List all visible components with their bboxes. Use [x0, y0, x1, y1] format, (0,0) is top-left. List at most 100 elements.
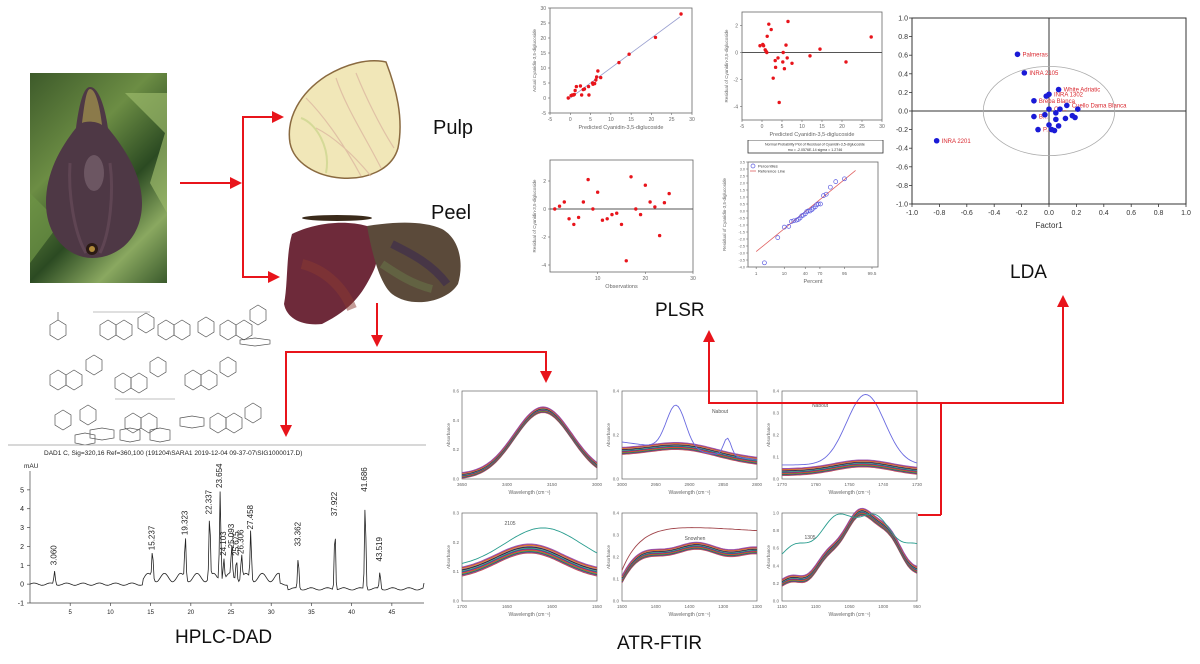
chart-title: Normal Probability Plot of Residual of C…: [765, 143, 865, 147]
spectrum-trace: [461, 551, 598, 576]
y-tick-label: -1.0: [896, 202, 908, 209]
y-tick-label: 5: [543, 81, 546, 87]
lda-chart: -1.0 -0.8 -0.6 -0.4 -0.2 0.0 0.2 0.4 0.6 0.8 1.0 -1…: [890, 0, 1200, 250]
y-tick-label: 0: [20, 582, 24, 589]
spectrum-annotation: Snowhen: [685, 536, 706, 542]
y-tick-label: 0.0: [613, 477, 620, 482]
data-point: [653, 35, 658, 40]
data-point: [653, 205, 657, 209]
y-tick-label: 0.2: [773, 433, 780, 438]
cultivar-label: B...: [1039, 115, 1048, 121]
data-point: [786, 19, 790, 24]
y-axis-label: Residual of Cyanidin-3,5-diglucoside: [722, 177, 727, 251]
data-point: [767, 22, 771, 26]
x-tick-label: -5: [548, 117, 553, 123]
data-point: [595, 190, 600, 194]
pulp-label: Pulp: [433, 117, 474, 139]
y-tick-label: 5: [20, 487, 24, 494]
data-point: [657, 233, 662, 238]
y-tick-label: 1: [20, 563, 24, 570]
spectrum-trace: [461, 543, 598, 568]
x-tick-label: -0.2: [1016, 210, 1028, 217]
x-tick-label: -5: [740, 124, 745, 130]
x-tick-label: 950: [913, 604, 921, 609]
data-point: [572, 92, 577, 97]
x-tick-label: 3000: [592, 482, 603, 487]
outlier-spectrum: [781, 513, 918, 555]
peak-label: 41.686: [360, 467, 369, 492]
x-tick-label: 1730: [912, 482, 923, 487]
y-tick-label: -2: [734, 77, 739, 83]
x-tick-label: 1550: [592, 604, 603, 609]
cultivar-label: Palmeras: [1022, 52, 1047, 58]
data-point: [643, 183, 648, 187]
data-point: [592, 81, 597, 86]
data-point: [844, 60, 848, 64]
cultivar-point: [1051, 127, 1058, 134]
spectrum-annotation: Nabout: [812, 403, 829, 409]
data-point: [615, 211, 619, 215]
y-tick-label: 30: [540, 6, 546, 12]
data-point: [596, 69, 600, 73]
x-tick-label: 0: [761, 124, 764, 130]
y-axis-label: Residual of Cyanidin-3,5-diglucoside: [532, 179, 537, 253]
peak-label: 25.675: [231, 531, 240, 556]
data-point: [781, 60, 785, 64]
percentile-point: [827, 184, 833, 190]
data-point: [582, 87, 587, 91]
x-tick-label: 10: [782, 271, 788, 276]
x-tick-label: 40: [803, 271, 809, 276]
y-tick-label: 0.6: [453, 389, 460, 394]
data-point: [586, 177, 590, 182]
x-tick-label: -0.6: [961, 210, 973, 217]
spectrum-trace: [461, 544, 598, 569]
x-tick-label: 1150: [777, 604, 787, 609]
y-axis-label: Absorbance: [606, 545, 611, 570]
y-tick-label: 20: [540, 36, 546, 42]
title-box: [747, 139, 884, 154]
y-axis-label: Absorbance: [606, 423, 611, 448]
y-tick-label: -3.5: [738, 259, 745, 263]
y-tick-label: 2: [735, 23, 738, 29]
y-tick-label: -1: [18, 601, 24, 608]
y-tick-label: 2: [20, 544, 24, 551]
spectrum-trace: [782, 459, 918, 470]
x-tick-label: 1100: [811, 604, 821, 609]
spectrum-trace: [461, 546, 598, 572]
y-tick-label: 3: [20, 525, 24, 532]
arrow-to-lda: [941, 295, 1069, 404]
atr-label: ATR-FTIR: [617, 633, 703, 654]
data-point: [771, 76, 775, 80]
data-point: [605, 217, 609, 221]
ftir-panel-4: 1700 1650 1600 1550 0.0 0.1 0.2 0.3 Wavelength (…: [440, 505, 605, 630]
data-point: [638, 212, 643, 217]
y-tick-label: 0.4: [773, 389, 780, 394]
y-tick-label: 0.4: [898, 71, 908, 78]
cultivar-point: [1046, 106, 1052, 112]
data-point: [617, 60, 621, 65]
peak-label: 27.458: [246, 504, 255, 529]
data-point: [594, 75, 599, 79]
x-tick-label: 2900: [684, 482, 695, 487]
y-tick-label: 0.6: [773, 546, 780, 551]
ftir-panel-2: 3000 2950 2900 2850 2800 0.0 0.2 0.4 Wavelength …: [600, 383, 765, 508]
structure-3: [157, 316, 215, 341]
structure-4: [219, 304, 271, 347]
y-tick-label: 0.1: [453, 569, 460, 574]
data-point: [667, 191, 671, 196]
data-point: [557, 204, 562, 208]
data-point: [581, 200, 586, 204]
peak-label: 26.306: [237, 529, 246, 554]
percentile-point: [823, 191, 829, 197]
x-tick-label: 25: [228, 610, 235, 616]
cultivar-point: [1062, 115, 1069, 122]
cultivar-point: [1014, 51, 1021, 58]
y-tick-label: 0.8: [898, 34, 908, 41]
y-tick-label: 25: [540, 21, 546, 27]
data-point: [627, 52, 631, 56]
spectrum-annotation: 1305: [804, 535, 815, 541]
x-tick-label: 1700: [457, 604, 468, 609]
data-point: [679, 12, 683, 16]
x-tick-label: 0.8: [1154, 210, 1164, 217]
